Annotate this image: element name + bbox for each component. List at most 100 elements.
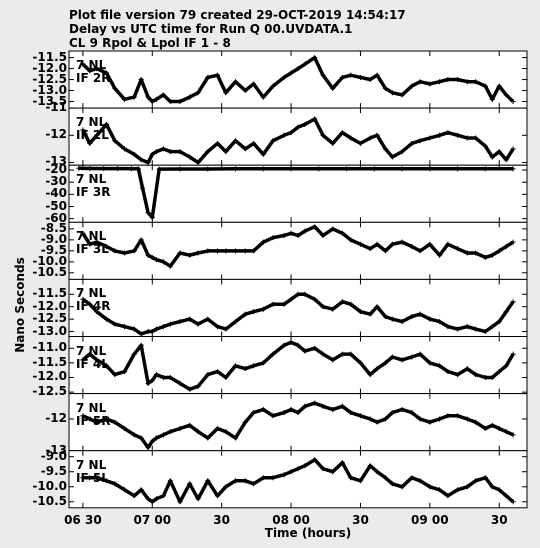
data-point — [482, 475, 488, 481]
data-point — [357, 241, 363, 247]
data-point — [357, 478, 363, 484]
data-point — [187, 94, 193, 100]
data-point — [80, 296, 86, 302]
data-point — [330, 140, 336, 146]
data-point — [195, 90, 201, 96]
data-point — [260, 406, 266, 412]
data-point — [302, 403, 308, 409]
data-point — [295, 410, 301, 416]
data-point — [417, 138, 423, 144]
data-point — [482, 254, 488, 260]
data-point — [281, 410, 287, 416]
data-point — [223, 484, 229, 490]
data-point — [145, 496, 151, 502]
data-point — [260, 360, 266, 366]
y-tick-label: -12.0 — [32, 298, 67, 313]
x-tick-label: 09 00 — [411, 513, 449, 527]
data-point — [339, 230, 345, 236]
data-point — [149, 151, 155, 157]
data-point — [473, 478, 479, 484]
data-point — [374, 304, 380, 310]
x-tick-label: 07 00 — [133, 513, 172, 527]
data-point — [295, 466, 301, 472]
data-point — [473, 79, 479, 85]
data-point — [281, 301, 287, 307]
data-point — [112, 419, 118, 425]
data-point — [87, 241, 93, 247]
data-point — [389, 154, 395, 160]
data-point — [242, 419, 248, 425]
x-tick-label: 30 — [490, 513, 508, 527]
data-point — [177, 380, 183, 386]
data-point — [138, 342, 144, 348]
data-point — [145, 159, 151, 165]
data-point — [510, 146, 516, 152]
data-series-line — [82, 457, 515, 504]
data-point — [160, 146, 166, 152]
data-point — [417, 478, 423, 484]
data-point — [417, 311, 423, 317]
data-point — [177, 425, 183, 431]
data-point — [122, 146, 128, 152]
data-series-line — [81, 340, 515, 391]
data-point — [374, 241, 380, 247]
data-point — [496, 487, 502, 493]
data-point — [382, 416, 388, 422]
panel-label: IF 2R — [76, 71, 111, 85]
data-point — [288, 70, 294, 76]
data-point — [348, 351, 354, 357]
data-point — [399, 357, 405, 363]
data-point — [427, 484, 433, 490]
data-point — [409, 83, 415, 89]
data-point — [112, 138, 118, 144]
data-point — [288, 166, 294, 172]
panel-label: IF 5R — [76, 413, 111, 428]
data-point — [464, 484, 470, 490]
data-point — [215, 324, 221, 330]
panel-label: 7 NL — [76, 172, 107, 187]
header-line-3: CL 9 Rpol & Lpol IF 1 - 8 — [69, 36, 231, 50]
data-point — [112, 321, 118, 327]
data-point — [205, 248, 211, 254]
data-point — [167, 478, 173, 484]
y-tick-label: -60 — [45, 210, 67, 225]
data-point — [94, 309, 100, 315]
data-point — [87, 416, 93, 422]
data-point — [374, 469, 380, 475]
data-point — [348, 410, 354, 416]
data-point — [138, 435, 144, 441]
data-point — [399, 484, 405, 490]
data-point — [260, 239, 266, 245]
data-point — [464, 79, 470, 85]
data-point — [122, 369, 128, 375]
data-point — [367, 246, 373, 252]
data-point — [445, 130, 451, 136]
data-point — [339, 130, 345, 136]
data-point — [510, 499, 516, 505]
data-point — [445, 493, 451, 499]
data-point — [510, 432, 516, 438]
data-point — [427, 166, 433, 172]
header-line-1: Plot file version 79 created 29-OCT-2019… — [69, 8, 406, 22]
data-point — [195, 383, 201, 389]
data-point — [149, 377, 155, 383]
data-point — [215, 140, 221, 146]
data-point — [357, 309, 363, 315]
data-point — [389, 241, 395, 247]
data-point — [138, 487, 144, 493]
data-point — [437, 79, 443, 85]
data-point — [382, 475, 388, 481]
data-point — [510, 351, 516, 357]
data-point — [330, 357, 336, 363]
data-point — [288, 339, 294, 345]
y-tick-label: -13.0 — [32, 323, 67, 338]
data-point — [503, 243, 509, 249]
data-point — [417, 351, 423, 357]
data-point — [205, 316, 211, 322]
data-point — [510, 239, 516, 245]
data-point — [348, 301, 354, 307]
data-point — [295, 291, 301, 297]
data-point — [223, 248, 229, 254]
data-point — [330, 406, 336, 412]
y-tick-label: -11.5 — [32, 49, 67, 64]
